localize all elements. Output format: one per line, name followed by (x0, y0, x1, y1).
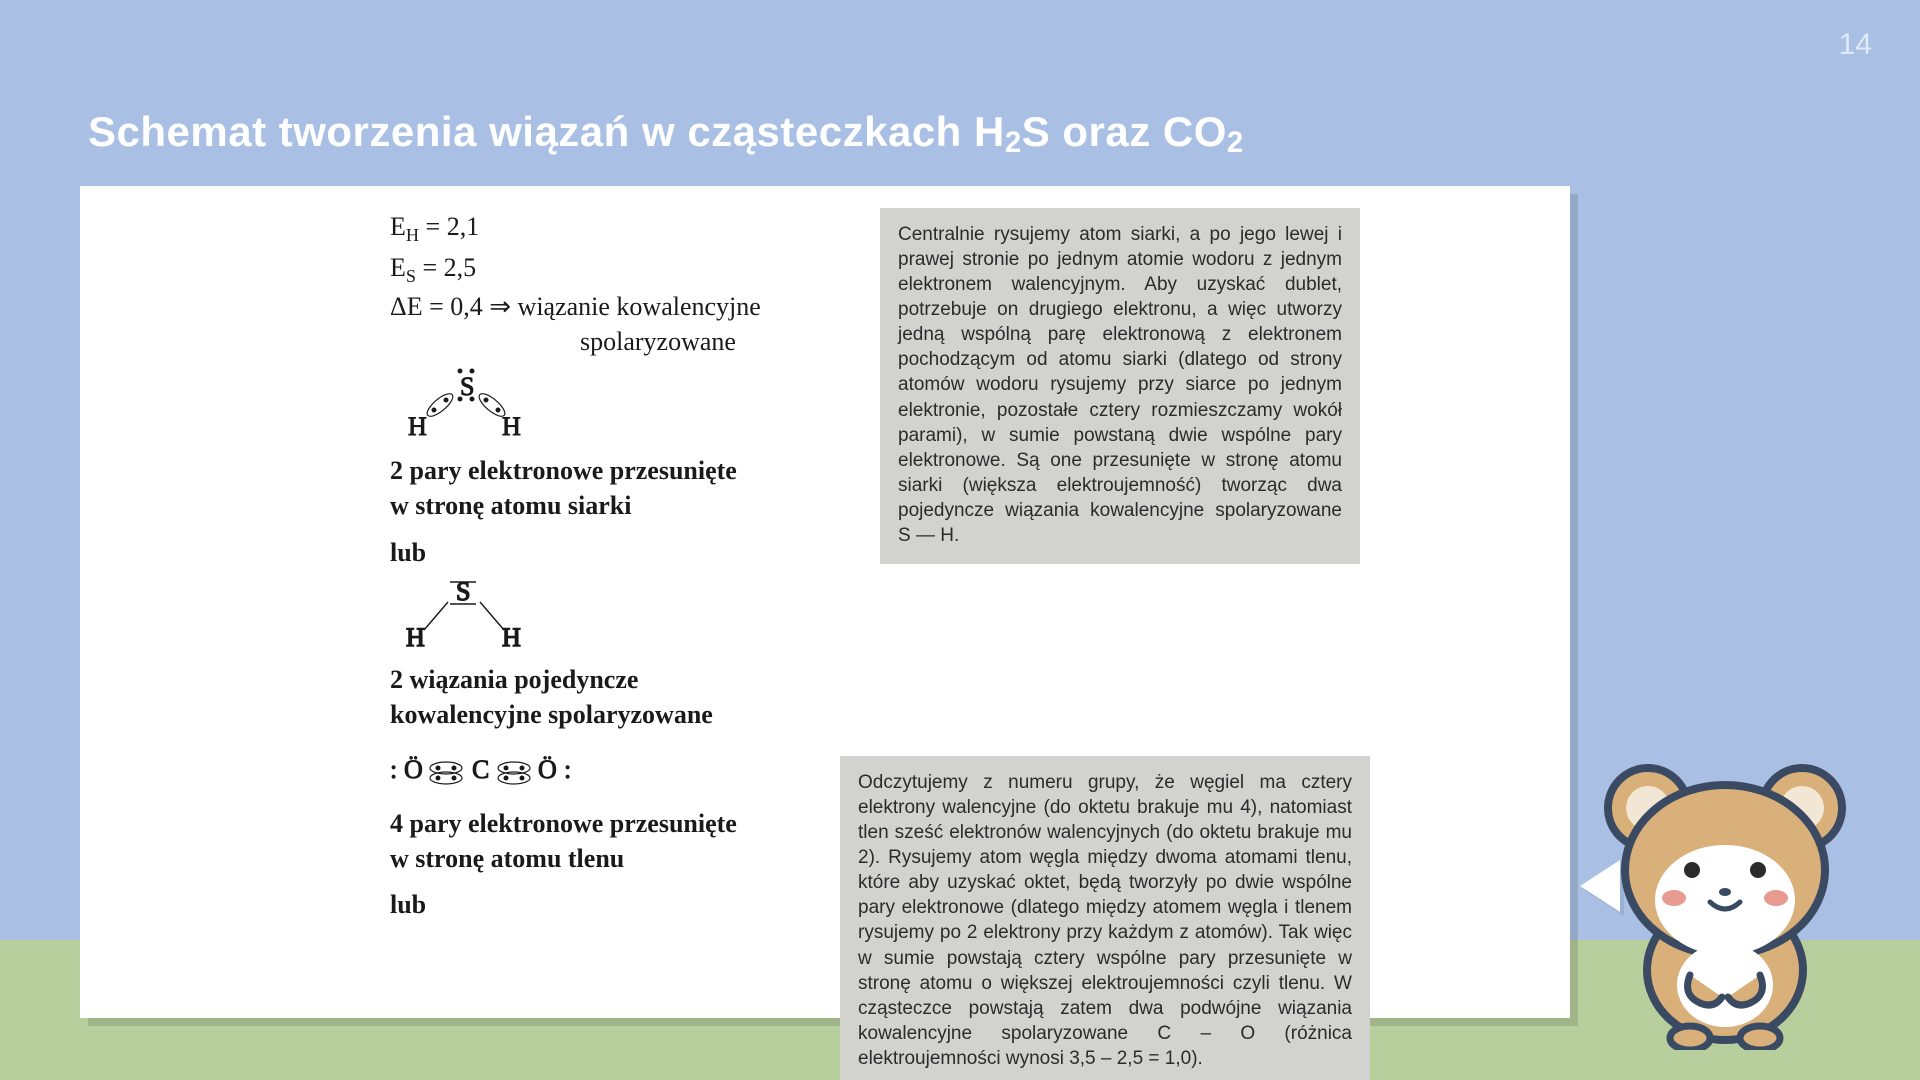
struct-hl: H (406, 623, 425, 652)
content-card: EH = 2,1 ES = 2,5 ΔE = 0,4 ⇒ wiązanie ko… (80, 186, 1570, 1018)
eq-es: ES = 2,5 (390, 249, 900, 290)
mascot-hamster-icon (1590, 750, 1860, 1050)
caption-2a: 2 wiązania pojedyncze (390, 662, 900, 697)
caption-2b: kowalencyjne spolaryzowane (390, 697, 900, 732)
eq-eh-val: = 2,1 (419, 212, 479, 241)
h2s-lewis-diagram: S H H (390, 365, 900, 443)
struct-hr: H (502, 623, 521, 652)
eq-delta-line1: ΔE = 0,4 ⇒ wiązanie kowalencyjne (390, 289, 900, 324)
eq-eh: EH = 2,1 (390, 208, 900, 249)
lewis-hl: H (408, 412, 427, 441)
caption-1a: 2 pary elektronowe przesunięte (390, 453, 900, 488)
co2-o2: Ö (538, 755, 557, 784)
slide-title: Schemat tworzenia wiązań w cząsteczkach … (88, 108, 1244, 156)
caption-3b: w stronę atomu tlenu (390, 841, 900, 876)
co2-o1: Ö (404, 755, 423, 784)
title-sub-2: 2 (1227, 126, 1244, 159)
lewis-hr: H (502, 412, 521, 441)
page-number: 14 (1839, 28, 1872, 62)
caption-1b: w stronę atomu siarki (390, 488, 900, 523)
caption-3a: 4 pary elektronowe przesunięte (390, 806, 900, 841)
lub-1: lub (390, 538, 900, 568)
co2-c: C (472, 755, 489, 784)
slide-stage: 14 Schemat tworzenia wiązań w cząsteczka… (0, 0, 1920, 1080)
eq-eh-sym: E (390, 212, 406, 241)
h2s-struct-diagram: S H H (390, 574, 900, 652)
explain-box-h2s: Centralnie rysujemy atom siarki, a po je… (880, 208, 1360, 564)
explain-box-co2: Odczytujemy z numeru grupy, że węgiel ma… (840, 756, 1370, 1080)
co2-left-pair: : (390, 755, 397, 784)
title-text-1: Schemat tworzenia wiązań w cząsteczkach … (88, 108, 1005, 155)
eq-es-sub: S (406, 266, 416, 286)
title-sub-1: 2 (1005, 126, 1022, 159)
eq-es-sym: E (390, 253, 406, 282)
left-column: EH = 2,1 ES = 2,5 ΔE = 0,4 ⇒ wiązanie ko… (390, 208, 900, 920)
title-text-2: S oraz CO (1022, 108, 1227, 155)
eq-es-val: = 2,5 (416, 253, 476, 282)
co2-lewis-diagram: : Ö C Ö : (390, 746, 900, 796)
eq-eh-sub: H (406, 225, 419, 245)
lub-2: lub (390, 890, 900, 920)
eq-delta-line2: spolaryzowane (390, 324, 900, 359)
co2-right-pair: : (564, 755, 571, 784)
